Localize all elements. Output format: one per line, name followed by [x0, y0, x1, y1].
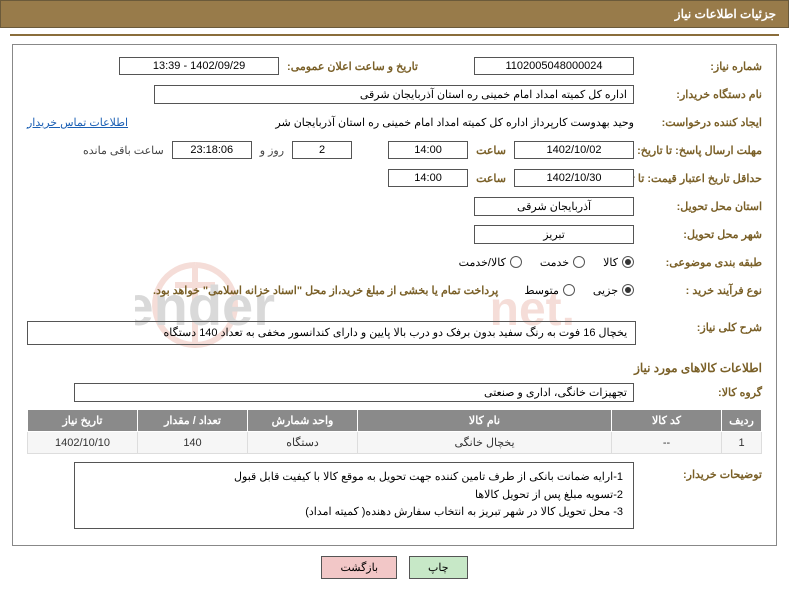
min-validity-date-field: 1402/10/30: [514, 169, 634, 187]
radio-medium[interactable]: متوسط: [524, 284, 575, 297]
reply-time-field: 14:00: [388, 141, 468, 159]
announce-date-label: تاریخ و ساعت اعلان عمومی:: [287, 60, 418, 73]
page-header: جزئیات اطلاعات نیاز: [0, 0, 789, 28]
province-field: آذربایجان شرقی: [474, 197, 634, 216]
buyer-org-label: نام دستگاه خریدار:: [642, 88, 762, 101]
remain-days-field: 2: [292, 141, 352, 159]
radio-dot-icon: [563, 284, 575, 296]
radio-service[interactable]: خدمت: [540, 256, 585, 269]
desc-box: یخچال 16 فوت به رنگ سفید بدون برفک دو در…: [27, 321, 636, 345]
buyer-org-field: اداره کل کمیته امداد امام خمینی ره استان…: [154, 85, 634, 104]
requester-value: وحید بهدوست کارپرداز اداره کل کمیته امدا…: [275, 116, 634, 129]
process-type-label: نوع فرآیند خرید :: [642, 284, 762, 297]
items-table: ردیفکد کالانام کالاواحد شمارشتعداد / مقد…: [27, 409, 762, 454]
remain-suffix: ساعت باقی مانده: [83, 144, 164, 157]
table-cell: دستگاه: [248, 432, 358, 454]
process-radio-group: جزیی متوسط: [524, 284, 634, 297]
note-line-2: 2-تسویه مبلغ پس از تحویل کالاها: [85, 487, 623, 505]
table-header: تعداد / مقدار: [138, 410, 248, 432]
radio-both[interactable]: کالا/خدمت: [459, 256, 522, 269]
remain-hms-field: 23:18:06: [172, 141, 252, 159]
group-label: گروه کالا:: [642, 386, 762, 399]
requester-label: ایجاد کننده درخواست:: [642, 116, 762, 129]
group-field: تجهیزات خانگی، اداری و صنعتی: [74, 383, 634, 402]
page-title: جزئیات اطلاعات نیاز: [675, 7, 776, 21]
process-note: پرداخت تمام یا بخشی از مبلغ خرید،از محل …: [153, 284, 498, 297]
radio-small[interactable]: جزیی: [593, 284, 634, 297]
need-no-label: شماره نیاز:: [642, 60, 762, 73]
content-panel: riaTender .net شماره نیاز: 1102005048000…: [12, 44, 777, 546]
category-radio-group: کالا خدمت کالا/خدمت: [459, 256, 634, 269]
days-and-label: روز و: [260, 144, 284, 157]
table-cell: یخچال خانگی: [358, 432, 612, 454]
radio-small-label: جزیی: [593, 284, 618, 297]
min-validity-time-field: 14:00: [388, 169, 468, 187]
note-line-1: 1-ارایه ضمانت بانکی از طرف تامین کننده ج…: [85, 469, 623, 487]
province-label: استان محل تحویل:: [642, 200, 762, 213]
radio-service-label: خدمت: [540, 256, 569, 269]
table-header: کد کالا: [612, 410, 722, 432]
table-cell: 140: [138, 432, 248, 454]
radio-dot-icon: [573, 256, 585, 268]
announce-date-field: 1402/09/29 - 13:39: [119, 57, 279, 75]
table-header: ردیف: [722, 410, 762, 432]
table-cell: --: [612, 432, 722, 454]
buyer-notes-box: 1-ارایه ضمانت بانکی از طرف تامین کننده ج…: [74, 462, 634, 529]
radio-dot-icon: [510, 256, 522, 268]
radio-goods[interactable]: کالا: [603, 256, 634, 269]
desc-label: شرح کلی نیاز:: [644, 317, 762, 334]
buyer-contact-link[interactable]: اطلاعات تماس خریدار: [27, 116, 128, 129]
items-section-title: اطلاعات کالاهای مورد نیاز: [27, 361, 762, 375]
reply-date-field: 1402/10/02: [514, 141, 634, 159]
min-validity-time-label: ساعت: [476, 172, 506, 185]
radio-dot-icon: [622, 284, 634, 296]
min-validity-label: حداقل تاریخ اعتبار قیمت: تا تاریخ:: [642, 172, 762, 185]
table-header: نام کالا: [358, 410, 612, 432]
radio-dot-icon: [622, 256, 634, 268]
category-label: طبقه بندی موضوعی:: [642, 256, 762, 269]
reply-deadline-label: مهلت ارسال پاسخ: تا تاریخ:: [642, 144, 762, 157]
table-header: واحد شمارش: [248, 410, 358, 432]
note-line-3: 3- محل تحویل کالا در شهر تبریز به انتخاب…: [85, 504, 623, 522]
radio-goods-label: کالا: [603, 256, 618, 269]
table-cell: 1402/10/10: [28, 432, 138, 454]
table-cell: 1: [722, 432, 762, 454]
button-row: چاپ بازگشت: [0, 556, 789, 579]
buyer-notes-label: توضیحات خریدار:: [642, 462, 762, 481]
city-label: شهر محل تحویل:: [642, 228, 762, 241]
radio-both-label: کالا/خدمت: [459, 256, 506, 269]
print-button[interactable]: چاپ: [409, 556, 468, 579]
need-no-field: 1102005048000024: [474, 57, 634, 75]
reply-time-label: ساعت: [476, 144, 506, 157]
separator: [10, 34, 779, 36]
back-button[interactable]: بازگشت: [321, 556, 397, 579]
city-field: تبریز: [474, 225, 634, 244]
table-row: 1--یخچال خانگیدستگاه1401402/10/10: [28, 432, 762, 454]
table-header: تاریخ نیاز: [28, 410, 138, 432]
radio-medium-label: متوسط: [524, 284, 559, 297]
